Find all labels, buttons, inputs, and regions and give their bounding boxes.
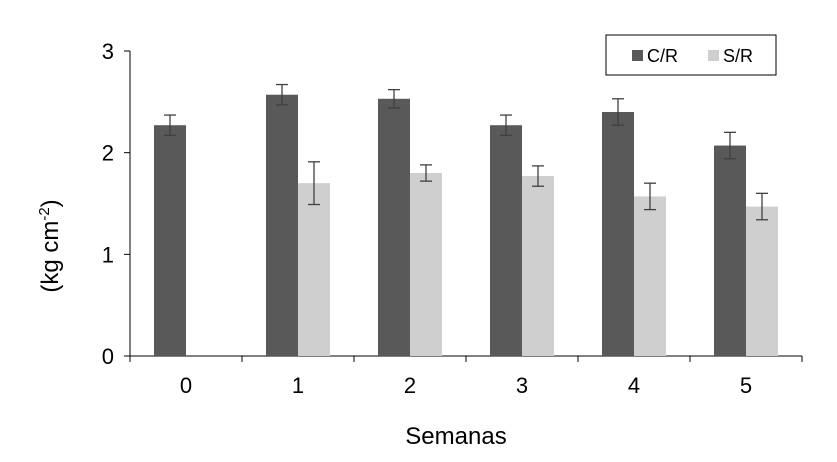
y-tick-label: 3 <box>102 39 114 64</box>
bar-sr-2 <box>410 173 442 356</box>
bar-sr-3 <box>522 176 554 356</box>
legend-label-cr: C/R <box>647 46 678 66</box>
x-tick-label: 1 <box>292 373 304 398</box>
x-tick-label: 2 <box>404 373 416 398</box>
y-tick-label: 1 <box>102 242 114 267</box>
x-axis: 0 1 2 3 4 5 <box>129 355 803 398</box>
x-tick-label: 3 <box>516 373 528 398</box>
bar-cr-2 <box>378 98 410 357</box>
x-tick-label: 4 <box>628 373 640 398</box>
x-tick-label: 5 <box>740 373 752 398</box>
bar-sr-5 <box>746 206 778 356</box>
bar-cr-4 <box>602 112 634 356</box>
y-axis-title-main: (kg cm <box>37 221 64 293</box>
legend-swatch-cr <box>632 50 643 61</box>
y-axis-title-superscript: -2 <box>36 207 53 220</box>
error-bars-group <box>164 83 768 221</box>
bars-group <box>154 94 778 357</box>
legend: C/R S/R <box>605 34 777 76</box>
x-tick-label: 0 <box>180 373 192 398</box>
y-axis-title-end: ) <box>37 199 64 207</box>
legend-label-sr: S/R <box>723 46 753 66</box>
bar-cr-0 <box>154 125 186 356</box>
x-axis-title: Semanas <box>405 423 506 450</box>
bar-cr-5 <box>714 145 746 356</box>
y-tick-label: 0 <box>102 344 114 369</box>
y-tick-label: 2 <box>102 141 114 166</box>
legend-swatch-sr <box>708 50 719 61</box>
bar-cr-3 <box>490 125 522 356</box>
bar-sr-1 <box>298 183 330 356</box>
y-axis-title: (kg cm-2) <box>36 199 64 292</box>
bar-cr-1 <box>266 94 298 356</box>
y-axis: 0 1 2 3 <box>102 39 131 369</box>
bar-sr-4 <box>634 196 666 356</box>
